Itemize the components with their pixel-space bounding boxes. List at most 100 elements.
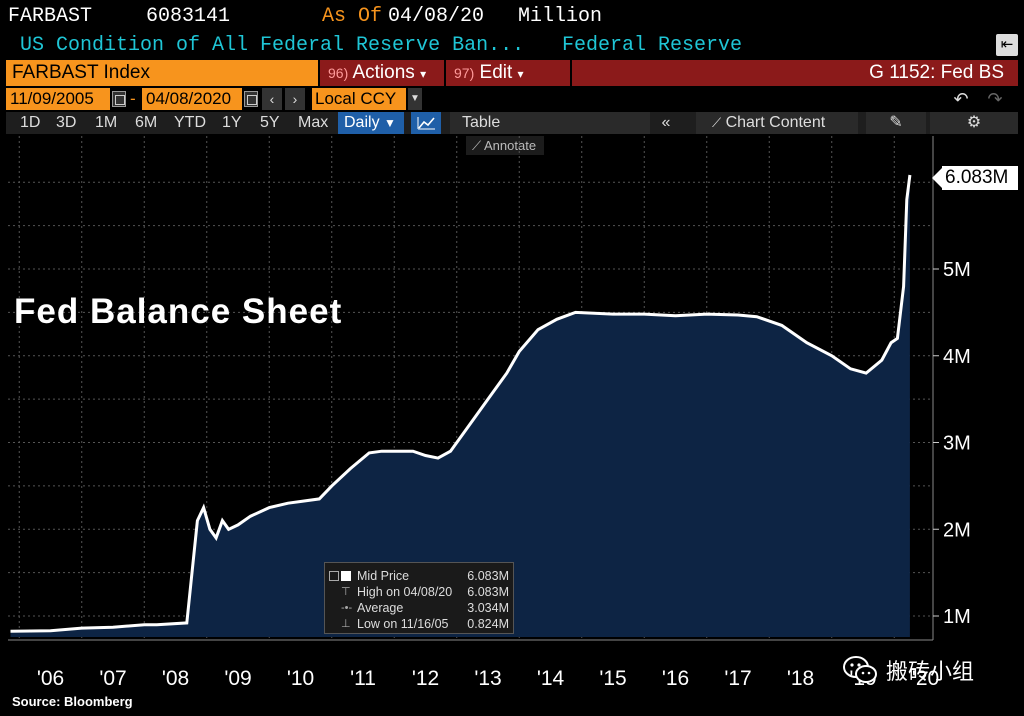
actions-label: Actions: [352, 62, 415, 83]
period-max[interactable]: Max: [298, 114, 329, 131]
legend-high-label: High on 04/08/20: [357, 585, 453, 599]
x-tick-label: '20: [912, 667, 939, 690]
source-footnote: Source: Bloomberg: [12, 694, 133, 709]
period-1d[interactable]: 1D: [20, 114, 41, 131]
edit-menu-button[interactable]: 97) Edit ▾: [446, 60, 570, 86]
average-marker-icon: -•-: [341, 602, 353, 614]
redo-icon: ↷: [987, 89, 1003, 109]
double-chevron-left-icon: «: [661, 114, 671, 131]
command-bar: FARBAST Index 96) Actions ▾ 97) Edit ▾ G…: [6, 60, 1018, 86]
legend-row-mid: Mid Price 6.083M: [325, 568, 515, 584]
x-tick-label: '06: [37, 667, 64, 690]
currency-select[interactable]: Local CCY: [312, 88, 406, 110]
low-marker-icon: ⊥: [341, 618, 351, 630]
line-chart-icon: [417, 117, 435, 130]
watermark: 搬砖小组: [842, 655, 974, 685]
date-separator: -: [130, 89, 136, 108]
y-tick-label: 5M: [943, 259, 971, 281]
chart-content-label: Chart Content: [725, 114, 826, 131]
white-square-icon: [341, 571, 351, 581]
x-tick-label: '13: [474, 667, 501, 690]
export-icon: ⇤: [1000, 36, 1014, 53]
legend-average-label: Average: [357, 601, 404, 615]
redo-button[interactable]: ↷: [984, 88, 1006, 110]
frequency-label: Daily: [344, 114, 380, 131]
annotate-button[interactable]: ⟋ Annotate: [466, 136, 544, 155]
pencil-icon: ⟋: [472, 138, 482, 153]
y-tick-label: 4M: [943, 346, 971, 368]
units-label: Million: [518, 5, 603, 28]
date-range-bar: 11/09/2005 - 04/08/2020 ‹ › Local CCY ▼ …: [6, 88, 1018, 110]
next-period-button[interactable]: ›: [285, 88, 305, 110]
legend-low-label: Low on 11/16/05: [357, 617, 449, 631]
x-tick-label: '15: [599, 667, 626, 690]
y-tick-label: 1M: [943, 606, 971, 628]
settings-button[interactable]: ⚙: [930, 112, 1018, 134]
y-tick-label: 2M: [943, 519, 971, 541]
x-tick-label: '08: [162, 667, 189, 690]
balance-sheet-chart[interactable]: 1M 2M 3M 4M 5M '06 '07 '08 '09 '10 '11 '12 '13 '14 '1…: [0, 136, 1024, 692]
ticker-label: FARBAST: [8, 5, 93, 28]
period-1y[interactable]: 1Y: [222, 114, 242, 131]
calendar-icon[interactable]: [244, 91, 258, 107]
edit-label: Edit: [479, 62, 513, 83]
chart-toolbar: 1D 3D 1M 6M YTD 1Y 5Y Max Daily ▼ Table …: [6, 112, 1018, 134]
source-name: Federal Reserve: [562, 34, 743, 57]
x-tick-label: '18: [787, 667, 814, 690]
period-3d[interactable]: 3D: [56, 114, 77, 131]
high-marker-icon: ⊤: [341, 586, 351, 598]
as-of-date: 04/08/20: [388, 5, 485, 28]
security-description: US Condition of All Federal Reserve Ban.…: [20, 34, 525, 57]
description-row: US Condition of All Federal Reserve Ban.…: [0, 32, 1024, 60]
start-date-input[interactable]: 11/09/2005: [6, 88, 110, 110]
as-of-label: As Of: [322, 5, 383, 28]
legend-row-low: ⊥ Low on 11/16/05 0.824M: [325, 616, 515, 632]
actions-shortcut: 96): [328, 65, 349, 81]
undo-icon: ↶: [953, 89, 969, 109]
series-area-fill: [10, 175, 910, 637]
legend-row-average: -•- Average 3.034M: [325, 600, 515, 616]
collapse-button[interactable]: «: [656, 112, 676, 134]
end-date-input[interactable]: 04/08/2020: [142, 88, 242, 110]
security-input[interactable]: FARBAST Index: [6, 60, 318, 86]
line-chart-button[interactable]: [411, 112, 441, 134]
legend-mid-value: 6.083M: [467, 569, 509, 583]
series-line: [10, 174, 912, 633]
undo-button[interactable]: ↶: [950, 88, 972, 110]
legend-average-value: 3.034M: [467, 601, 509, 615]
x-tick-label: '07: [99, 667, 126, 690]
chart-content-button[interactable]: ⟋ Chart Content: [696, 112, 858, 134]
square-icon: [329, 571, 339, 581]
gear-icon: ⚙: [966, 114, 982, 131]
chart-content-icon: ⟋: [712, 115, 722, 130]
chevron-down-icon: ▾: [420, 67, 427, 81]
edit-chart-button[interactable]: ✎: [866, 112, 926, 134]
chevron-down-icon[interactable]: ▼: [408, 88, 422, 110]
y-tick-label: 3M: [943, 433, 971, 455]
x-tick-label: '17: [724, 667, 751, 690]
period-ytd[interactable]: YTD: [174, 114, 206, 131]
security-header: FARBAST 6083141 As Of 04/08/20 Million: [0, 0, 1024, 32]
legend-low-value: 0.824M: [467, 617, 509, 631]
last-value: 6083141: [146, 5, 231, 28]
last-value-label: 6.083M: [932, 166, 1018, 190]
legend-high-value: 6.083M: [467, 585, 509, 599]
table-button[interactable]: Table: [450, 112, 650, 134]
actions-menu-button[interactable]: 96) Actions ▾: [320, 60, 444, 86]
x-tick-label: '12: [412, 667, 439, 690]
chart-legend[interactable]: Mid Price 6.083M ⊤ High on 04/08/20 6.08…: [324, 562, 514, 634]
export-button[interactable]: ⇤: [996, 34, 1018, 56]
calendar-icon[interactable]: [112, 91, 126, 107]
prev-period-button[interactable]: ‹: [262, 88, 282, 110]
chevron-right-icon: ›: [292, 91, 298, 107]
period-1m[interactable]: 1M: [95, 114, 118, 131]
chart-title: Fed Balance Sheet: [14, 292, 343, 331]
frequency-select[interactable]: Daily ▼: [338, 112, 404, 134]
chevron-down-icon: ▼: [384, 116, 396, 130]
x-tick-label: '09: [224, 667, 251, 690]
period-6m[interactable]: 6M: [135, 114, 158, 131]
wechat-icon: [843, 656, 877, 683]
watermark-text: 搬砖小组: [886, 660, 975, 685]
period-5y[interactable]: 5Y: [260, 114, 280, 131]
x-tick-label: '10: [287, 667, 314, 690]
